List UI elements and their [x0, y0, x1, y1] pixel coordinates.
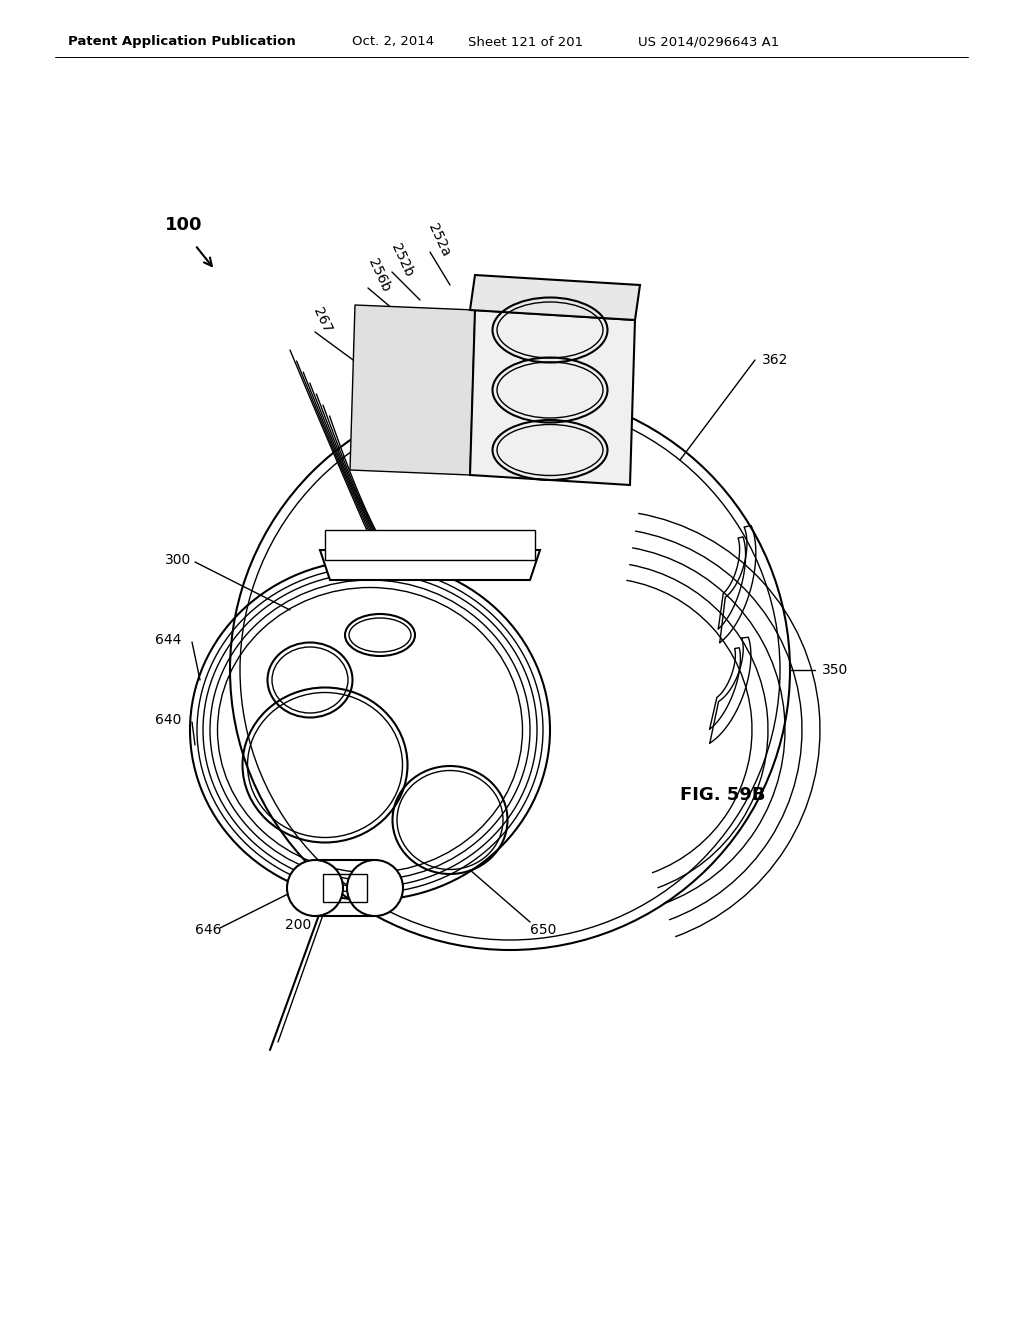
Text: 350: 350 — [822, 663, 848, 677]
Polygon shape — [470, 310, 635, 484]
Text: 100: 100 — [165, 216, 203, 234]
Text: 650: 650 — [530, 923, 556, 937]
Polygon shape — [470, 275, 640, 319]
Text: 256b: 256b — [365, 256, 392, 294]
Text: 644: 644 — [155, 634, 181, 647]
Text: 640: 640 — [155, 713, 181, 727]
Circle shape — [347, 861, 403, 916]
Text: Patent Application Publication: Patent Application Publication — [68, 36, 296, 49]
Text: 646: 646 — [195, 923, 221, 937]
Polygon shape — [350, 305, 475, 475]
Text: 300: 300 — [165, 553, 191, 568]
Text: 200: 200 — [285, 917, 311, 932]
Polygon shape — [319, 550, 540, 579]
Circle shape — [287, 861, 343, 916]
Polygon shape — [325, 531, 535, 560]
Text: 267: 267 — [310, 305, 334, 335]
Text: Sheet 121 of 201: Sheet 121 of 201 — [468, 36, 583, 49]
Text: US 2014/0296643 A1: US 2014/0296643 A1 — [638, 36, 779, 49]
Text: Oct. 2, 2014: Oct. 2, 2014 — [352, 36, 434, 49]
Text: 252b: 252b — [388, 242, 416, 279]
Text: 252a: 252a — [425, 222, 453, 259]
Text: FIG. 59B: FIG. 59B — [680, 785, 766, 804]
Text: 362: 362 — [762, 352, 788, 367]
